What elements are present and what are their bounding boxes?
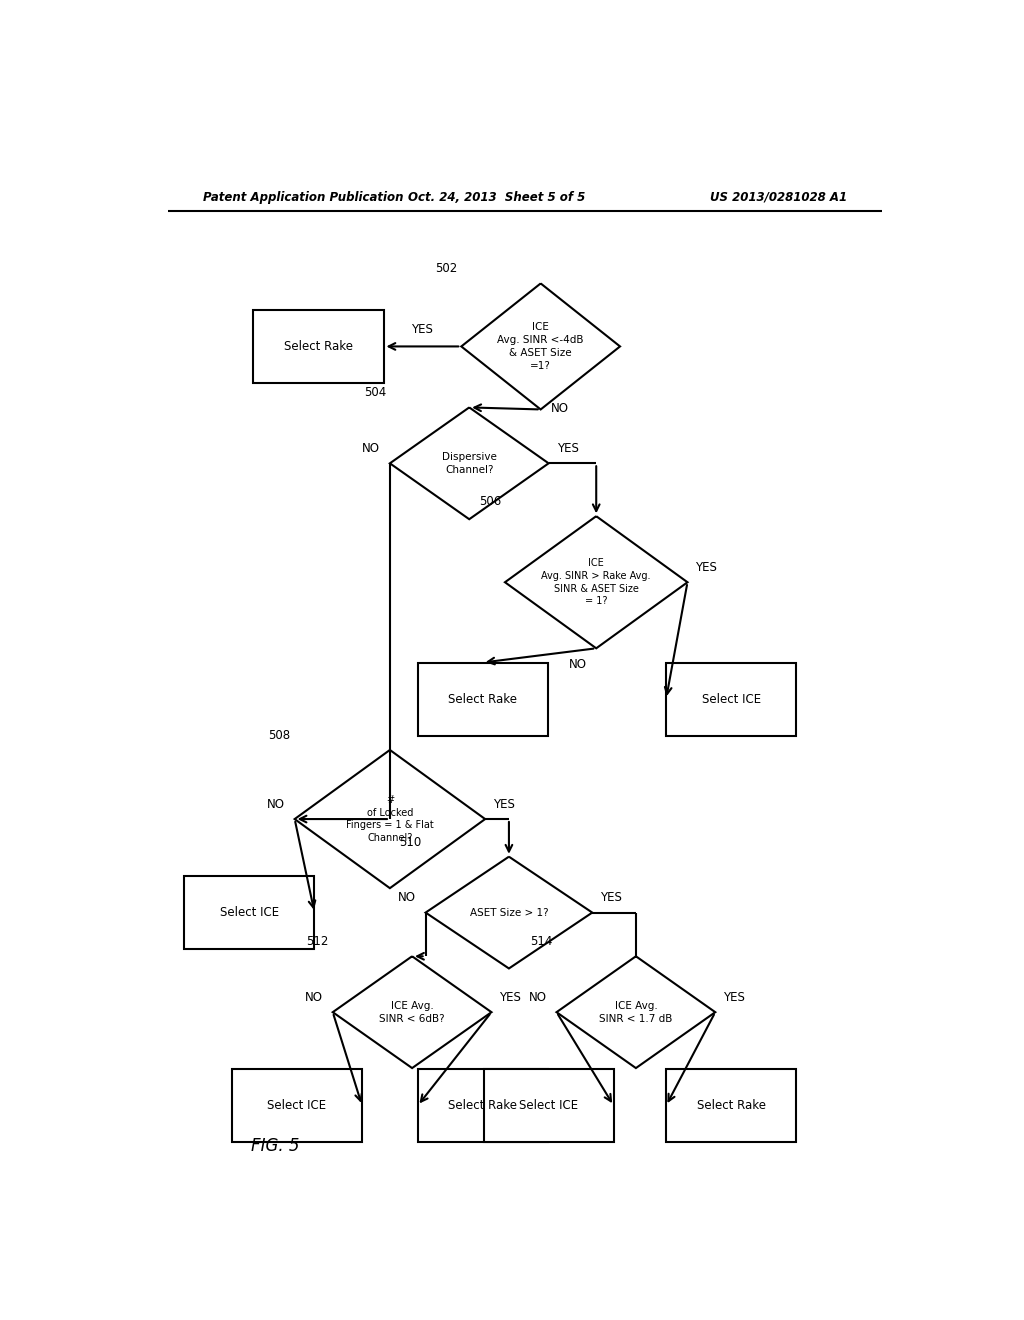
Bar bbox=[666, 663, 797, 735]
Text: Select ICE: Select ICE bbox=[220, 906, 279, 919]
Text: YES: YES bbox=[557, 442, 579, 455]
Text: #
of Locked
Fingers = 1 & Flat
Channel?: # of Locked Fingers = 1 & Flat Channel? bbox=[346, 795, 434, 843]
Text: YES: YES bbox=[494, 797, 515, 810]
Text: NO: NO bbox=[568, 659, 587, 672]
Text: NO: NO bbox=[551, 401, 569, 414]
Text: Patent Application Publication: Patent Application Publication bbox=[204, 190, 403, 203]
Text: Dispersive
Channel?: Dispersive Channel? bbox=[441, 451, 497, 475]
Text: NO: NO bbox=[398, 891, 416, 904]
Text: YES: YES bbox=[723, 991, 745, 1005]
Text: 504: 504 bbox=[364, 387, 386, 399]
Text: NO: NO bbox=[305, 991, 324, 1005]
Text: Select ICE: Select ICE bbox=[267, 1100, 327, 1113]
Text: Select ICE: Select ICE bbox=[519, 1100, 579, 1113]
Text: YES: YES bbox=[500, 991, 521, 1005]
Text: 502: 502 bbox=[435, 263, 458, 276]
Text: 512: 512 bbox=[306, 935, 329, 948]
Text: YES: YES bbox=[412, 323, 433, 337]
Text: US 2013/0281028 A1: US 2013/0281028 A1 bbox=[711, 190, 847, 203]
Text: YES: YES bbox=[600, 891, 622, 904]
Text: Select Rake: Select Rake bbox=[284, 341, 353, 352]
Text: NO: NO bbox=[362, 442, 380, 455]
Text: Select Rake: Select Rake bbox=[449, 1100, 517, 1113]
Bar bbox=[184, 876, 314, 949]
Text: ASET Size > 1?: ASET Size > 1? bbox=[470, 908, 548, 917]
Text: YES: YES bbox=[695, 561, 717, 574]
Text: 514: 514 bbox=[530, 935, 553, 948]
Text: Oct. 24, 2013  Sheet 5 of 5: Oct. 24, 2013 Sheet 5 of 5 bbox=[409, 190, 586, 203]
Text: NO: NO bbox=[267, 797, 285, 810]
Text: ICE
Avg. SINR <-4dB
& ASET Size
=1?: ICE Avg. SINR <-4dB & ASET Size =1? bbox=[498, 322, 584, 371]
Text: ICE Avg.
SINR < 6dB?: ICE Avg. SINR < 6dB? bbox=[379, 1001, 444, 1023]
Bar bbox=[418, 663, 548, 735]
Bar bbox=[483, 1069, 613, 1142]
Text: Select Rake: Select Rake bbox=[449, 693, 517, 706]
Text: ICE
Avg. SINR > Rake Avg.
SINR & ASET Size
= 1?: ICE Avg. SINR > Rake Avg. SINR & ASET Si… bbox=[542, 558, 651, 606]
Text: FIG. 5: FIG. 5 bbox=[251, 1138, 299, 1155]
Bar bbox=[418, 1069, 548, 1142]
Text: ICE Avg.
SINR < 1.7 dB: ICE Avg. SINR < 1.7 dB bbox=[599, 1001, 673, 1023]
Text: 510: 510 bbox=[399, 836, 422, 849]
Text: Select ICE: Select ICE bbox=[701, 693, 761, 706]
Bar bbox=[666, 1069, 797, 1142]
Text: 508: 508 bbox=[268, 729, 291, 742]
Text: Select Rake: Select Rake bbox=[696, 1100, 766, 1113]
Bar bbox=[232, 1069, 362, 1142]
Text: NO: NO bbox=[529, 991, 547, 1005]
Bar bbox=[253, 310, 384, 383]
Text: 506: 506 bbox=[479, 495, 501, 508]
